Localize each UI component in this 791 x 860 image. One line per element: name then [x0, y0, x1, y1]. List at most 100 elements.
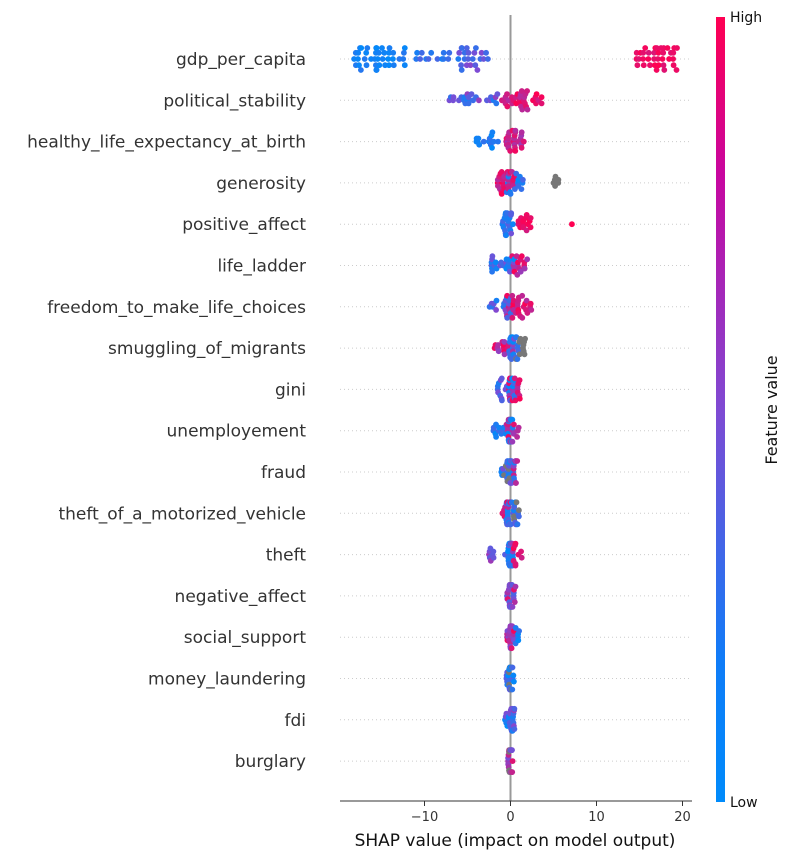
data-point — [519, 292, 526, 299]
data-point — [446, 49, 453, 56]
data-point — [516, 513, 522, 520]
data-point — [509, 438, 516, 445]
data-point — [493, 307, 499, 313]
data-point — [495, 348, 502, 355]
data-point — [634, 62, 641, 69]
data-point — [490, 554, 497, 561]
feature-label: generosity — [216, 174, 306, 194]
data-point — [450, 94, 457, 101]
data-point — [386, 62, 392, 69]
data-point — [508, 645, 515, 652]
data-point — [445, 56, 452, 62]
data-point — [498, 375, 505, 382]
data-point — [642, 45, 649, 51]
data-point — [528, 307, 535, 313]
data-point — [458, 67, 465, 73]
data-point — [358, 45, 365, 51]
data-point — [555, 176, 562, 183]
data-point — [524, 106, 531, 113]
feature-label: political_stability — [163, 91, 306, 111]
feature-labels: gdp_per_capita political_stabilityhealthy… — [27, 50, 306, 772]
data-point — [469, 56, 476, 62]
feature-label: negative_affect — [175, 587, 307, 607]
data-point — [513, 253, 520, 260]
data-point — [514, 521, 521, 528]
data-point — [390, 49, 397, 56]
data-point — [645, 56, 652, 62]
data-point — [655, 62, 662, 69]
data-point — [511, 678, 517, 685]
data-point — [520, 138, 527, 145]
data-point — [523, 227, 530, 234]
data-point — [401, 62, 408, 69]
data-point — [356, 62, 362, 69]
data-point — [516, 628, 522, 634]
colorbar-gradient — [716, 17, 725, 802]
data-point — [653, 45, 660, 51]
data-point — [434, 56, 441, 62]
data-point — [510, 297, 517, 304]
data-point — [510, 221, 516, 228]
data-point — [498, 169, 505, 175]
data-point — [524, 310, 531, 316]
colorbar-low-label: Low — [730, 795, 758, 811]
data-point — [386, 49, 392, 56]
data-point — [514, 434, 520, 440]
data-point — [355, 49, 362, 56]
data-point — [521, 351, 528, 358]
data-point — [512, 397, 519, 404]
data-point — [363, 49, 370, 56]
data-point — [511, 726, 518, 732]
data-point — [455, 56, 462, 62]
data-point — [527, 224, 534, 231]
x-tick-label: 10 — [588, 810, 605, 825]
data-point — [379, 56, 386, 62]
data-point — [376, 62, 383, 69]
data-point — [458, 45, 465, 51]
data-point — [524, 88, 530, 94]
data-point — [521, 265, 528, 272]
data-point — [514, 458, 521, 464]
data-point — [386, 45, 393, 51]
data-point — [463, 45, 470, 51]
data-point — [401, 45, 408, 51]
data-point — [425, 56, 432, 62]
data-point — [664, 45, 671, 51]
data-point — [401, 49, 407, 56]
data-point — [538, 100, 545, 107]
data-point — [390, 62, 397, 69]
data-point — [465, 49, 472, 56]
data-point — [509, 664, 516, 671]
data-point — [660, 62, 667, 69]
data-point — [670, 62, 677, 69]
data-point — [509, 416, 516, 423]
data-point — [515, 424, 522, 431]
data-point — [513, 499, 520, 506]
x-tick-label: 20 — [674, 810, 691, 825]
data-point — [474, 67, 481, 73]
data-point — [503, 232, 509, 239]
feature-label: money_laundering — [148, 670, 306, 690]
data-point — [509, 314, 516, 321]
data-point — [511, 375, 518, 382]
data-point — [651, 49, 657, 56]
data-point — [489, 253, 496, 260]
data-point — [374, 56, 381, 62]
data-point — [538, 94, 545, 101]
data-point — [373, 45, 380, 51]
x-tick-label: −10 — [411, 810, 438, 825]
data-point — [417, 56, 423, 62]
data-point — [458, 62, 464, 69]
data-point — [492, 259, 499, 266]
feature-label: fdi — [285, 711, 307, 731]
data-point — [519, 314, 526, 321]
data-point — [373, 67, 380, 73]
data-point — [512, 127, 519, 134]
data-point — [478, 49, 485, 56]
x-tick-label: 0 — [506, 810, 514, 825]
data-point — [508, 230, 515, 237]
data-point — [518, 129, 525, 136]
colorbar-title: Feature value — [762, 355, 781, 464]
colorbar: High Low Feature value — [716, 10, 781, 811]
data-point — [467, 62, 474, 69]
